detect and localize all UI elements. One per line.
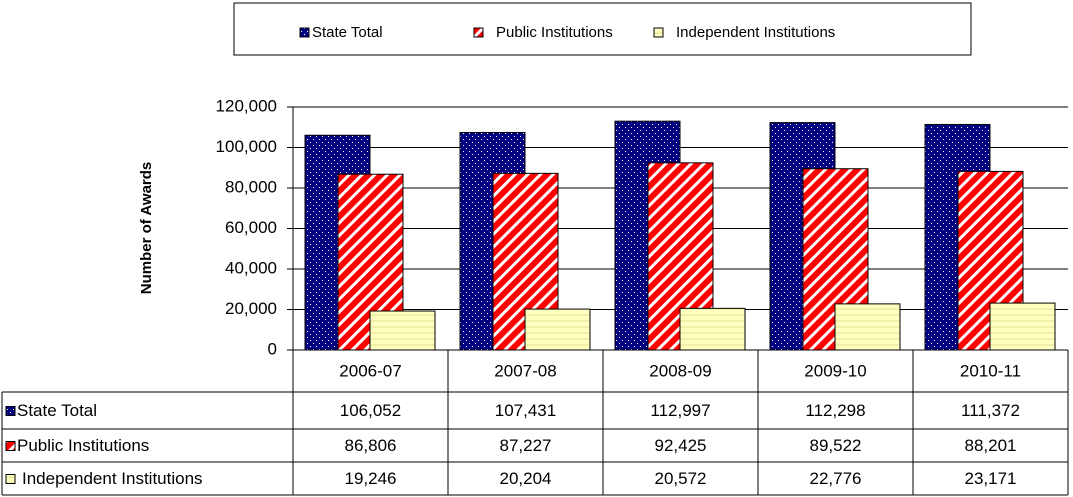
- x-tick-label: 2010-11: [960, 361, 1021, 380]
- table-swatch: [5, 474, 16, 484]
- x-tick-label: 2006-07: [339, 361, 401, 380]
- bar: [834, 303, 901, 351]
- bar: [369, 310, 436, 351]
- table-swatch: [5, 441, 16, 451]
- bar: [679, 307, 746, 351]
- y-tick-label: 120,000: [216, 96, 277, 115]
- table-value: 20,572: [655, 469, 707, 488]
- table-row-label: Independent Institutions: [22, 469, 203, 488]
- x-tick-label: 2009-10: [804, 361, 866, 380]
- y-axis-label: Number of Awards: [138, 162, 155, 295]
- table-value: 106,052: [340, 401, 401, 420]
- y-tick-label: 0: [268, 339, 277, 358]
- table-value: 86,806: [345, 436, 397, 455]
- table-value: 87,227: [500, 436, 552, 455]
- table-row-label: Public Institutions: [17, 436, 149, 455]
- table-value: 88,201: [965, 436, 1017, 455]
- legend-swatch: [473, 27, 484, 38]
- x-tick-label: 2008-09: [649, 361, 711, 380]
- table-value: 22,776: [810, 469, 862, 488]
- table-value: 112,997: [650, 401, 710, 420]
- y-tick-label: 20,000: [225, 299, 277, 318]
- y-tick-label: 40,000: [225, 258, 277, 277]
- table-value: 89,522: [810, 436, 862, 455]
- table-value: 107,431: [495, 401, 556, 420]
- y-tick-label: 100,000: [216, 137, 277, 156]
- table-value: 19,246: [345, 469, 397, 488]
- table-value: 111,372: [961, 401, 1020, 420]
- bar: [524, 308, 591, 351]
- table-value: 92,425: [655, 436, 707, 455]
- table-value: 23,171: [965, 469, 1017, 488]
- table-row-label: State Total: [17, 401, 97, 420]
- legend-box: [233, 2, 972, 56]
- table-swatch: [5, 406, 16, 416]
- table-value: 20,204: [500, 469, 552, 488]
- legend-label: State Total: [312, 24, 383, 41]
- legend-swatch: [653, 27, 664, 38]
- legend-label: Public Institutions: [496, 24, 613, 41]
- legend-swatch: [299, 27, 310, 38]
- y-tick-label: 80,000: [225, 177, 277, 196]
- table-value: 112,298: [805, 401, 865, 420]
- x-tick-label: 2007-08: [494, 361, 556, 380]
- bar: [989, 302, 1056, 351]
- y-tick-label: 60,000: [225, 218, 277, 237]
- legend-label: Independent Institutions: [676, 24, 835, 41]
